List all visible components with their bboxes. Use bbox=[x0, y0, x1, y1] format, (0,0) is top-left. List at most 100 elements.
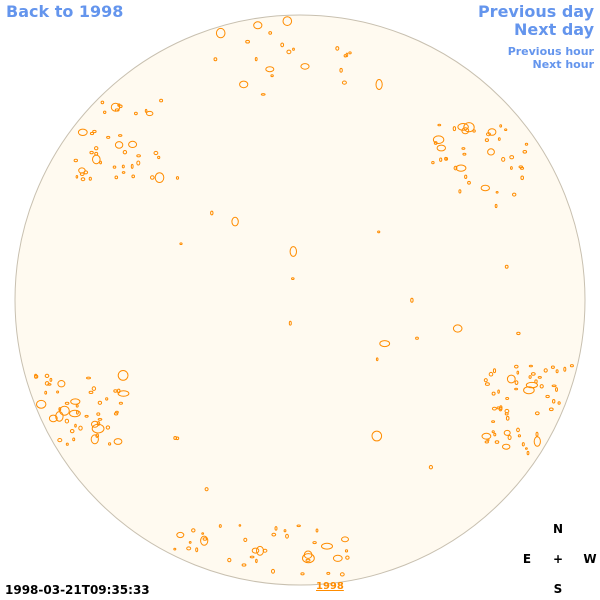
contour-mark bbox=[88, 390, 94, 394]
contour-mark bbox=[557, 401, 561, 405]
contour-mark bbox=[484, 382, 490, 386]
contour-mark bbox=[524, 142, 529, 146]
contour-mark bbox=[265, 66, 275, 73]
contour-mark bbox=[519, 166, 525, 170]
contour-mark bbox=[521, 442, 525, 447]
contour-mark bbox=[191, 528, 196, 533]
contour-mark bbox=[271, 532, 277, 537]
contour-mark bbox=[492, 368, 497, 374]
contour-mark bbox=[256, 545, 264, 556]
contour-mark bbox=[523, 386, 535, 395]
contour-mark bbox=[48, 414, 58, 423]
contour-mark bbox=[555, 387, 558, 392]
back-to-year-link[interactable]: Back to 1998 bbox=[6, 2, 124, 21]
contour-mark bbox=[494, 440, 500, 444]
contour-mark bbox=[439, 157, 443, 162]
contour-mark bbox=[136, 154, 141, 158]
contour-mark bbox=[432, 135, 445, 144]
contour-mark bbox=[504, 408, 510, 414]
contour-mark bbox=[157, 155, 161, 160]
contour-mark bbox=[488, 371, 494, 377]
contour-mark bbox=[483, 378, 488, 383]
contour-mark bbox=[114, 175, 119, 180]
contour-mark bbox=[274, 526, 278, 531]
contour-mark bbox=[552, 399, 556, 404]
contour-mark bbox=[282, 16, 293, 27]
contour-mark bbox=[210, 210, 214, 216]
contour-mark bbox=[436, 144, 446, 152]
contour-mark bbox=[461, 127, 470, 135]
contour-mark bbox=[202, 537, 208, 541]
contour-mark bbox=[188, 541, 192, 544]
compass-east: E bbox=[522, 552, 532, 566]
contour-mark bbox=[533, 436, 541, 447]
contour-mark bbox=[484, 440, 489, 444]
contour-mark bbox=[491, 420, 496, 423]
contour-mark bbox=[437, 123, 442, 127]
contour-mark bbox=[146, 110, 154, 117]
contour-mark bbox=[136, 160, 141, 166]
contour-mark bbox=[286, 49, 292, 55]
contour-mark bbox=[433, 141, 438, 145]
contour-mark bbox=[122, 150, 128, 155]
contour-mark bbox=[315, 528, 319, 533]
contour-mark bbox=[75, 175, 79, 179]
contour-mark bbox=[173, 436, 178, 440]
contour-mark bbox=[159, 98, 164, 103]
contour-mark bbox=[491, 406, 497, 411]
year-link[interactable]: 1998 bbox=[316, 581, 344, 592]
contour-mark bbox=[525, 381, 539, 389]
contour-mark bbox=[514, 387, 519, 391]
contour-mark bbox=[545, 394, 550, 399]
contour-mark bbox=[150, 175, 155, 180]
contour-mark bbox=[64, 418, 70, 424]
contour-mark bbox=[504, 128, 508, 131]
previous-day-link[interactable]: Previous day bbox=[477, 2, 594, 21]
contour-mark bbox=[292, 47, 295, 51]
contour-mark bbox=[173, 547, 177, 551]
contour-mark bbox=[522, 150, 528, 154]
contour-mark bbox=[91, 386, 97, 391]
contour-mark bbox=[118, 401, 124, 405]
contour-mark bbox=[504, 264, 509, 269]
contour-mark bbox=[69, 429, 75, 434]
contour-mark bbox=[497, 137, 501, 141]
contour-mark bbox=[505, 397, 510, 400]
contour-mark bbox=[537, 376, 542, 379]
contour-mark bbox=[516, 427, 520, 433]
contour-mark bbox=[467, 180, 471, 185]
contour-mark bbox=[461, 147, 466, 150]
contour-mark bbox=[335, 46, 340, 51]
contour-mark bbox=[321, 542, 333, 550]
contour-mark bbox=[213, 57, 218, 62]
contour-mark bbox=[200, 535, 209, 546]
contour-mark bbox=[253, 21, 263, 30]
contour-mark bbox=[117, 370, 129, 381]
compass-west: W bbox=[583, 552, 597, 566]
contour-mark bbox=[494, 203, 498, 209]
contour-mark bbox=[499, 124, 503, 128]
contour-mark bbox=[491, 391, 496, 396]
contour-mark bbox=[44, 373, 50, 378]
contour-mark bbox=[457, 123, 469, 131]
contour-mark bbox=[300, 63, 310, 70]
contour-mark bbox=[186, 546, 192, 551]
contour-mark bbox=[501, 157, 506, 162]
contour-mark bbox=[59, 405, 70, 416]
previous-hour-link[interactable]: Previous hour bbox=[507, 45, 594, 58]
contour-mark bbox=[453, 165, 458, 171]
contour-mark bbox=[218, 524, 222, 528]
contour-mark bbox=[507, 435, 512, 440]
contour-mark bbox=[345, 555, 350, 560]
next-day-link[interactable]: Next day bbox=[514, 20, 594, 39]
contour-mark bbox=[285, 533, 289, 539]
next-hour-link[interactable]: Next hour bbox=[532, 58, 595, 71]
contour-mark bbox=[114, 108, 120, 112]
contour-mark bbox=[241, 563, 247, 567]
contour-mark bbox=[481, 432, 492, 440]
contour-mark bbox=[108, 442, 112, 446]
contour-mark bbox=[551, 384, 557, 388]
contour-mark bbox=[92, 129, 97, 134]
contour-mark bbox=[452, 324, 463, 333]
